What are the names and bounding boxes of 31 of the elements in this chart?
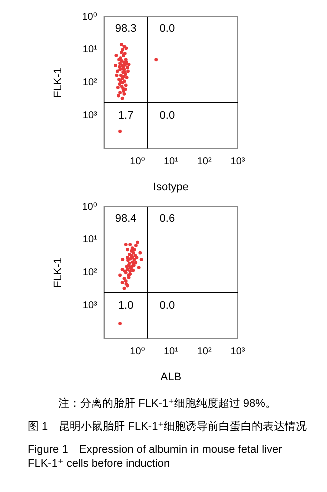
caption: Figure 1 Expression of albumin in mouse fetal liver FLK-1⁺ cells before induction <box>28 443 284 470</box>
annotation: 98.4 <box>115 213 137 226</box>
annotation: 98.3 <box>115 23 137 36</box>
text: 注：分离的胎肝 FLK-1⁺细胞纯度超过 98%。 <box>58 396 278 411</box>
y-tick-label: 10³ <box>82 300 98 312</box>
x-axis-title: ALB <box>160 371 182 384</box>
annotation: 0.0 <box>160 110 176 122</box>
annotation: 1.7 <box>118 110 134 122</box>
x-tick-label: 10² <box>197 156 212 168</box>
annotation: 0.6 <box>160 213 176 226</box>
x-tick-label: 10³ <box>230 156 246 168</box>
annotation: 0.0 <box>160 300 176 312</box>
annotation: 1.0 <box>118 300 134 312</box>
y-tick-label: 10³ <box>82 110 98 122</box>
y-tick-label: 10¹ <box>82 234 98 246</box>
caption: 图 1 昆明小鼠胎肝 FLK-1⁺细胞诱导前白蛋白的表达情况 <box>28 420 307 434</box>
y-tick-label: 10⁰ <box>82 12 98 23</box>
x-tick-label: 10⁰ <box>130 156 146 168</box>
x-tick-label: 10⁰ <box>130 346 146 358</box>
y-tick-label: 10² <box>82 268 98 279</box>
y-tick-label: 10⁰ <box>82 202 98 213</box>
y-tick-label: 10² <box>82 78 98 89</box>
y-axis-title: FLK-1 <box>52 258 65 288</box>
x-tick-label: 10¹ <box>164 156 180 168</box>
x-tick-label: 10² <box>197 346 212 358</box>
y-axis-title: FLK-1 <box>52 68 65 98</box>
x-axis-title: Isotype <box>153 181 189 194</box>
annotation: 0.0 <box>160 23 176 36</box>
x-tick-label: 10¹ <box>164 346 180 358</box>
x-tick-label: 10³ <box>230 346 246 358</box>
y-tick-label: 10¹ <box>82 44 98 56</box>
